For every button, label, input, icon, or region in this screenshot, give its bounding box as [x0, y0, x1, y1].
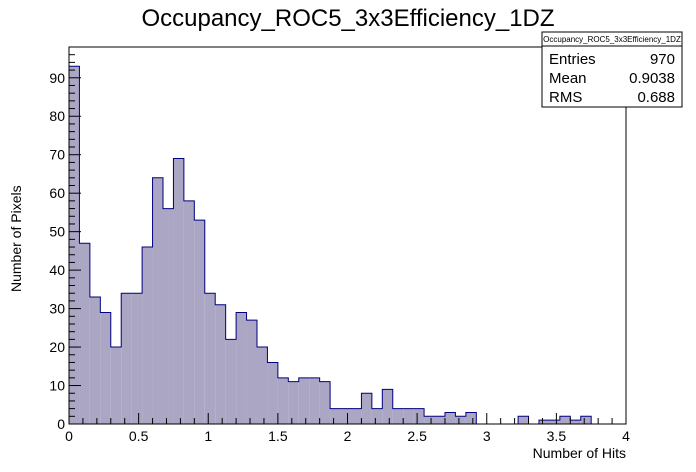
histogram-bar: [89, 297, 101, 424]
histogram-bar: [549, 420, 560, 424]
y-tick-label: 0: [57, 416, 65, 432]
histogram-bar: [131, 293, 143, 424]
x-tick-label: 1.5: [268, 428, 288, 444]
histogram-bar: [194, 220, 205, 424]
histogram-bar: [162, 208, 174, 424]
histogram-bar: [382, 389, 393, 424]
histogram-bar: [350, 408, 362, 424]
histogram-bar: [110, 347, 122, 424]
histogram-bar: [518, 416, 529, 424]
histogram-bar: [79, 243, 90, 424]
histogram-bar: [330, 408, 341, 424]
x-tick-label: 1: [204, 428, 212, 444]
stats-rms-label: RMS: [549, 89, 582, 106]
stats-box-frame: [541, 31, 683, 108]
stats-entries-value: 970: [650, 51, 675, 68]
x-axis-label: Number of Hits: [533, 445, 626, 461]
histogram-bar: [361, 393, 372, 424]
histogram-bar: [465, 412, 477, 424]
y-axis-label: Number of Pixels: [8, 185, 24, 292]
histogram-bar: [455, 416, 466, 424]
y-tick-label: 90: [49, 70, 65, 86]
x-axis: 0 0.5 1 1.5 2 2.5 3 3.5 4: [65, 413, 630, 444]
histogram-bar: [538, 420, 550, 424]
histogram-bar: [277, 377, 289, 424]
x-tick-label: 0: [65, 428, 73, 444]
histogram-bar: [403, 408, 414, 424]
histogram-bar: [319, 381, 331, 424]
stats-mean-label: Mean: [549, 70, 587, 87]
histogram-bar: [236, 312, 247, 424]
histogram-bar: [340, 408, 351, 424]
histogram-bar: [434, 416, 445, 424]
stats-box-title: Occupancy_ROC5_3x3Efficiency_1DZ: [543, 35, 681, 44]
y-tick-label: 70: [49, 147, 65, 163]
histogram-bar: [246, 320, 257, 424]
x-tick-label: 4: [622, 428, 630, 444]
histogram-bar: [298, 377, 310, 424]
histogram-bar: [142, 247, 153, 424]
histogram-bar: [424, 416, 435, 424]
histogram-bar: [559, 416, 571, 424]
y-tick-label: 10: [49, 378, 65, 394]
histogram-bar: [204, 293, 216, 424]
histogram-bar: [444, 412, 456, 424]
histogram-bar: [69, 66, 80, 425]
x-tick-label: 3.5: [547, 428, 567, 444]
histogram-bar: [100, 312, 111, 424]
histogram-bar: [309, 377, 320, 424]
histogram-bar: [152, 177, 163, 424]
y-tick-label: 40: [49, 262, 65, 278]
histogram-bar: [256, 347, 268, 424]
histogram-bar: [413, 408, 425, 424]
histogram-bar: [183, 200, 195, 424]
histogram-bar: [121, 293, 132, 424]
y-tick-label: 30: [49, 301, 65, 317]
histogram-bar: [570, 420, 581, 424]
chart-title: Occupancy_ROC5_3x3Efficiency_1DZ: [141, 5, 554, 32]
x-tick-label: 2.5: [407, 428, 427, 444]
y-tick-label: 50: [49, 224, 65, 240]
histogram-bar: [580, 416, 592, 424]
histogram-bar: [371, 408, 383, 424]
x-tick-label: 2: [344, 428, 352, 444]
histogram-bar: [392, 408, 404, 424]
x-tick-label: 0.5: [129, 428, 149, 444]
x-tick-label: 3: [483, 428, 491, 444]
histogram-bars: [69, 66, 592, 425]
stats-box: Occupancy_ROC5_3x3Efficiency_1DZ Entries…: [541, 31, 683, 108]
histogram-bar: [267, 362, 278, 424]
histogram-bar: [288, 381, 299, 424]
y-tick-label: 60: [49, 185, 65, 201]
stats-rms-value: 0.688: [637, 89, 675, 106]
histogram-bar: [215, 304, 226, 424]
histogram-bar: [225, 339, 237, 424]
stats-entries-label: Entries: [549, 51, 596, 68]
y-tick-label: 80: [49, 108, 65, 124]
histogram-bar: [173, 158, 184, 424]
y-axis: 0 10 20 30 40 50 60 70 80 90: [49, 46, 81, 432]
y-tick-label: 20: [49, 339, 65, 355]
stats-mean-value: 0.9038: [629, 70, 675, 87]
